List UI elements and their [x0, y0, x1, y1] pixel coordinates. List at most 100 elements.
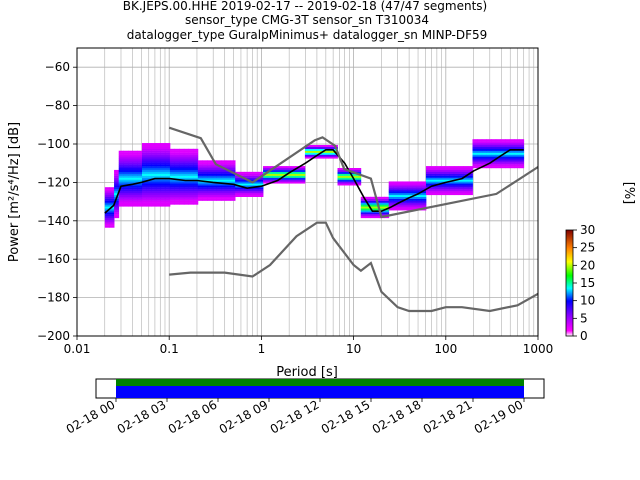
- psd-histogram-cell: [165, 204, 171, 207]
- psd-histogram-cell: [230, 179, 236, 182]
- psd-histogram-cell: [244, 183, 250, 186]
- psd-histogram-cell: [472, 158, 478, 161]
- psd-histogram-cell: [481, 146, 487, 149]
- psd-histogram-cell: [300, 171, 306, 174]
- psd-histogram-cell: [505, 158, 511, 161]
- psd-histogram-cell: [458, 192, 464, 196]
- psd-histogram-cell: [449, 185, 455, 188]
- psd-histogram-cell: [318, 146, 324, 149]
- psd-histogram-cell: [481, 160, 487, 163]
- psd-histogram-cell: [467, 185, 473, 188]
- psd-histogram-cell: [225, 175, 231, 178]
- psd-histogram-cell: [104, 196, 110, 199]
- psd-histogram-cell: [146, 198, 152, 201]
- psd-histogram-cell: [425, 179, 432, 182]
- psd-histogram-cell: [169, 202, 175, 205]
- psd-histogram-cell: [174, 148, 180, 151]
- psd-histogram-cell: [360, 202, 366, 205]
- psd-histogram-cell: [165, 162, 171, 165]
- psd-histogram-cell: [128, 179, 134, 182]
- psd-histogram-cell: [155, 183, 162, 186]
- psd-histogram-cell: [370, 196, 376, 199]
- psd-histogram-cell: [193, 202, 199, 205]
- psd-histogram-cell: [435, 179, 441, 182]
- psd-histogram-cell: [174, 177, 180, 180]
- psd-histogram-cell: [393, 194, 399, 197]
- psd-histogram-cell: [356, 179, 362, 182]
- psd-histogram-cell: [179, 162, 185, 165]
- psd-histogram-cell: [253, 187, 259, 190]
- psd-histogram-cell: [104, 216, 110, 219]
- psd-histogram-cell: [155, 150, 162, 153]
- psd-histogram-cell: [472, 139, 478, 142]
- psd-histogram-cell: [346, 173, 352, 176]
- psd-histogram-cell: [253, 175, 259, 178]
- psd-histogram-cell: [467, 166, 473, 169]
- psd-histogram-cell: [463, 189, 469, 192]
- psd-histogram-cell: [509, 162, 515, 165]
- psd-histogram-cell: [146, 204, 152, 207]
- psd-histogram-cell: [202, 179, 208, 182]
- psd-histogram-cell: [165, 146, 171, 149]
- psd-histogram-cell: [128, 168, 134, 171]
- psd-histogram-cell: [221, 175, 227, 178]
- psd-histogram-cell: [169, 200, 175, 203]
- psd-histogram-cell: [477, 156, 483, 159]
- psd-histogram-cell: [314, 152, 320, 155]
- psd-histogram-cell: [486, 156, 492, 159]
- psd-histogram-cell: [500, 148, 506, 151]
- colorbar-tick-label: 30: [580, 223, 595, 237]
- psd-histogram-cell: [477, 158, 483, 161]
- psd-histogram-cell: [146, 166, 152, 169]
- psd-histogram-cell: [151, 160, 157, 163]
- psd-histogram-cell: [155, 154, 162, 157]
- psd-histogram-cell: [249, 171, 255, 174]
- psd-histogram-cell: [519, 144, 525, 148]
- psd-histogram-cell: [370, 216, 376, 219]
- psd-histogram-cell: [179, 185, 185, 188]
- psd-histogram-cell: [495, 146, 501, 149]
- psd-histogram-cell: [193, 158, 199, 161]
- psd-histogram-cell: [128, 192, 134, 196]
- psd-histogram-cell: [118, 191, 124, 194]
- psd-histogram-cell: [151, 158, 157, 161]
- psd-histogram-cell: [211, 192, 217, 196]
- psd-histogram-cell: [183, 192, 189, 196]
- psd-histogram-cell: [193, 154, 199, 157]
- psd-histogram: [104, 139, 525, 228]
- psd-histogram-cell: [458, 191, 464, 194]
- psd-histogram-cell: [235, 177, 241, 180]
- psd-histogram-cell: [151, 183, 157, 186]
- psd-histogram-cell: [207, 198, 213, 201]
- psd-histogram-cell: [211, 166, 217, 169]
- psd-histogram-cell: [244, 191, 250, 194]
- psd-histogram-cell: [202, 173, 208, 176]
- psd-histogram-cell: [211, 189, 217, 192]
- psd-histogram-cell: [211, 185, 217, 188]
- psd-histogram-cell: [290, 175, 297, 178]
- psd-histogram-cell: [118, 162, 124, 165]
- timeline-gap-free-bar: [116, 386, 524, 398]
- psd-histogram-cell: [155, 175, 162, 178]
- psd-histogram-cell: [221, 191, 227, 194]
- psd-histogram-cell: [356, 168, 362, 171]
- psd-histogram-cell: [155, 166, 162, 169]
- psd-histogram-cell: [155, 204, 162, 207]
- psd-histogram-cell: [411, 192, 418, 196]
- psd-histogram-cell: [207, 162, 213, 165]
- psd-histogram-cell: [188, 198, 194, 201]
- psd-histogram-cell: [118, 181, 124, 184]
- psd-histogram-cell: [137, 171, 143, 174]
- psd-histogram-cell: [132, 168, 138, 171]
- psd-histogram-cell: [197, 171, 203, 174]
- psd-histogram-cell: [281, 179, 287, 182]
- x-tick-label: 100: [434, 342, 457, 356]
- psd-histogram-cell: [146, 196, 152, 199]
- psd-histogram-cell: [411, 206, 418, 209]
- psd-histogram-cell: [109, 196, 115, 199]
- psd-histogram-cell: [197, 181, 203, 184]
- psd-histogram-cell: [216, 189, 222, 192]
- x-axis-ticks: 0.01 0.1 1 10 100 1000: [64, 336, 553, 356]
- psd-histogram-cell: [169, 185, 175, 188]
- psd-histogram-cell: [332, 152, 338, 155]
